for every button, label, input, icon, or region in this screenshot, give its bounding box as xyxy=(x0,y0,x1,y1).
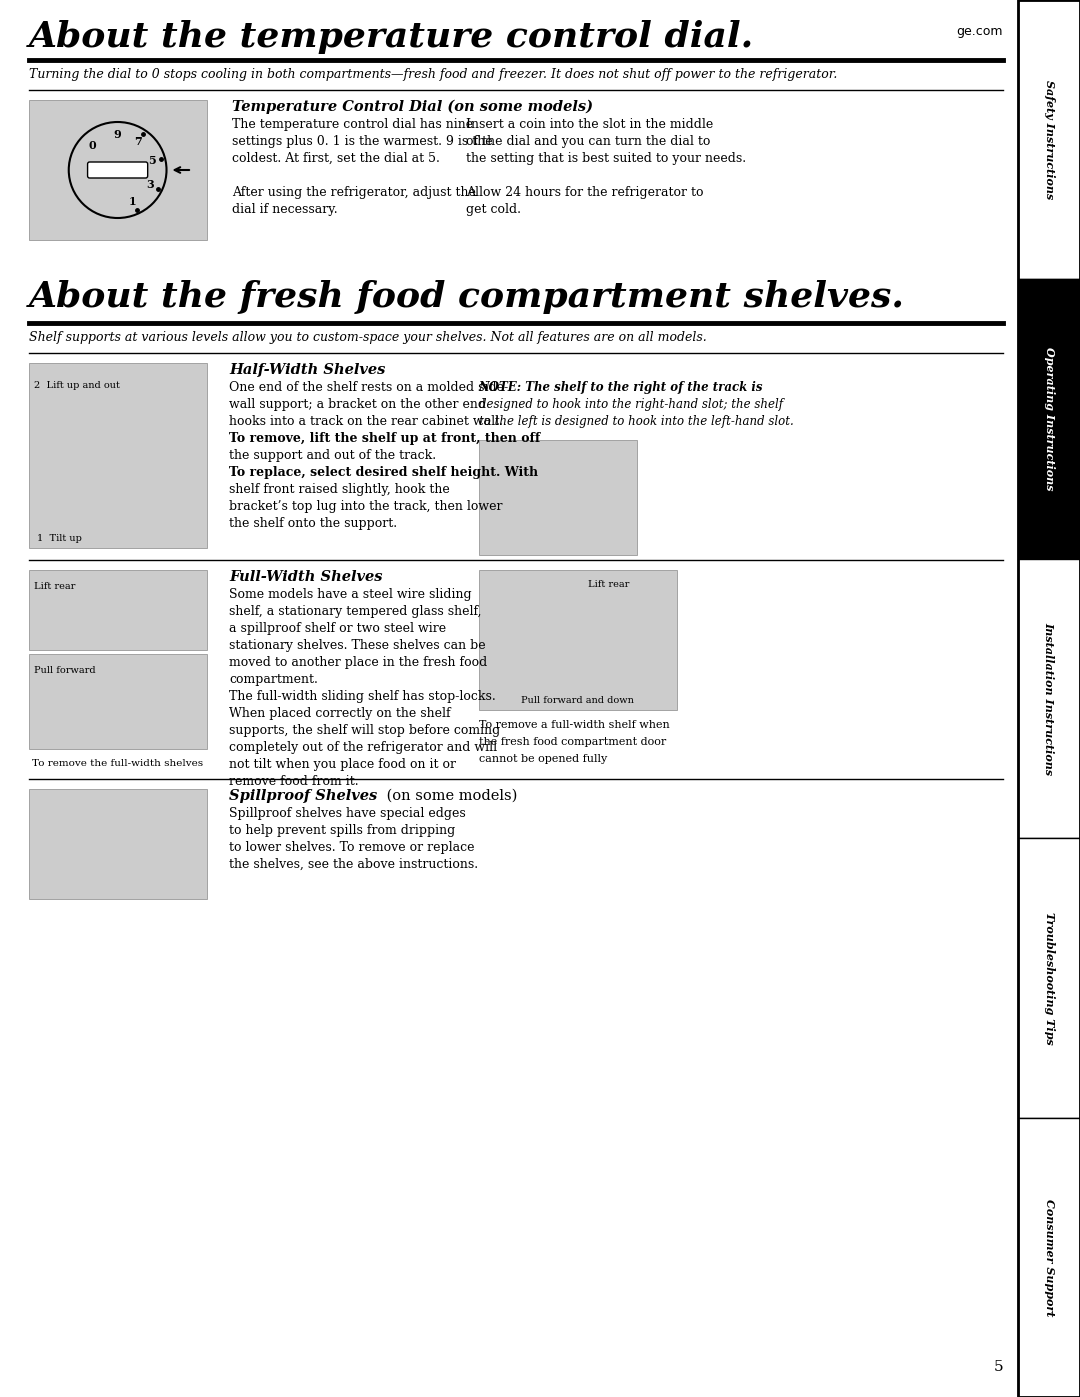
Text: Pull forward and down: Pull forward and down xyxy=(521,696,634,705)
Text: NOTE: The shelf to the right of the track is: NOTE: The shelf to the right of the trac… xyxy=(478,381,764,394)
Text: ge.com: ge.com xyxy=(957,25,1003,38)
Bar xyxy=(28,570,206,650)
Text: stationary shelves. These shelves can be: stationary shelves. These shelves can be xyxy=(229,638,486,652)
Text: 9: 9 xyxy=(113,130,122,141)
Text: to help prevent spills from dripping: to help prevent spills from dripping xyxy=(229,824,456,837)
Text: Half-Width Shelves: Half-Width Shelves xyxy=(229,363,386,377)
Text: (on some models): (on some models) xyxy=(382,789,517,803)
Bar xyxy=(478,570,677,710)
Text: shelf front raised slightly, hook the: shelf front raised slightly, hook the xyxy=(229,483,450,496)
Text: get cold.: get cold. xyxy=(467,203,522,217)
Text: Consumer Support: Consumer Support xyxy=(1043,1199,1055,1316)
Text: hooks into a track on the rear cabinet wall.: hooks into a track on the rear cabinet w… xyxy=(229,415,503,427)
Text: Some models have a steel wire sliding: Some models have a steel wire sliding xyxy=(229,588,472,601)
Text: 0: 0 xyxy=(89,140,96,151)
Text: 5: 5 xyxy=(148,155,156,166)
Text: Shelf supports at various levels allow you to custom-space your shelves. Not all: Shelf supports at various levels allow y… xyxy=(28,331,706,344)
Bar xyxy=(1018,279,1080,559)
Text: to the left is designed to hook into the left-hand slot.: to the left is designed to hook into the… xyxy=(478,415,794,427)
Text: The temperature control dial has nine: The temperature control dial has nine xyxy=(232,117,473,131)
Text: the fresh food compartment door: the fresh food compartment door xyxy=(478,738,666,747)
Bar xyxy=(478,440,636,555)
Text: dial if necessary.: dial if necessary. xyxy=(232,203,338,217)
Text: shelf, a stationary tempered glass shelf,: shelf, a stationary tempered glass shelf… xyxy=(229,605,482,617)
Text: the shelves, see the above instructions.: the shelves, see the above instructions. xyxy=(229,858,478,870)
Text: After using the refrigerator, adjust the: After using the refrigerator, adjust the xyxy=(232,186,476,198)
Text: cannot be opened fully: cannot be opened fully xyxy=(478,754,607,764)
Text: Spillproof shelves have special edges: Spillproof shelves have special edges xyxy=(229,807,465,820)
Text: 5: 5 xyxy=(994,1361,1003,1375)
Text: To remove a full-width shelf when: To remove a full-width shelf when xyxy=(478,719,670,731)
Bar xyxy=(28,654,206,749)
Text: Pull forward: Pull forward xyxy=(33,666,95,675)
Text: To replace, select desired shelf height. With: To replace, select desired shelf height.… xyxy=(229,467,538,479)
Text: 1  Tilt up: 1 Tilt up xyxy=(37,534,81,543)
Bar xyxy=(1018,838,1080,1118)
Text: to lower shelves. To remove or replace: to lower shelves. To remove or replace xyxy=(229,841,474,854)
Text: Insert a coin into the slot in the middle: Insert a coin into the slot in the middl… xyxy=(467,117,714,131)
Text: To remove, lift the shelf up at front, then off: To remove, lift the shelf up at front, t… xyxy=(229,432,540,446)
Text: coldest. At first, set the dial at 5.: coldest. At first, set the dial at 5. xyxy=(232,152,440,165)
Text: Safety Instructions: Safety Instructions xyxy=(1043,80,1055,200)
Text: Lift rear: Lift rear xyxy=(33,583,75,591)
Text: compartment.: compartment. xyxy=(229,673,318,686)
Text: moved to another place in the fresh food: moved to another place in the fresh food xyxy=(229,657,487,669)
Text: Spillproof Shelves: Spillproof Shelves xyxy=(229,789,377,803)
Text: When placed correctly on the shelf: When placed correctly on the shelf xyxy=(229,707,450,719)
Text: 2  Lift up and out: 2 Lift up and out xyxy=(33,381,120,390)
Text: Temperature Control Dial (on some models): Temperature Control Dial (on some models… xyxy=(232,101,593,115)
Bar xyxy=(1018,559,1080,838)
Text: the shelf onto the support.: the shelf onto the support. xyxy=(229,517,397,529)
Text: Installation Instructions: Installation Instructions xyxy=(1043,622,1055,775)
Text: bracket’s top lug into the track, then lower: bracket’s top lug into the track, then l… xyxy=(229,500,502,513)
Text: completely out of the refrigerator and will: completely out of the refrigerator and w… xyxy=(229,740,497,754)
Text: a spillproof shelf or two steel wire: a spillproof shelf or two steel wire xyxy=(229,622,446,636)
Text: About the fresh food compartment shelves.: About the fresh food compartment shelves… xyxy=(28,279,905,314)
Bar xyxy=(28,101,206,240)
Text: the support and out of the track.: the support and out of the track. xyxy=(229,448,436,462)
Text: not tilt when you place food on it or: not tilt when you place food on it or xyxy=(229,759,456,771)
Bar xyxy=(1018,1118,1080,1397)
Bar xyxy=(28,789,206,900)
Text: One end of the shelf rests on a molded side-: One end of the shelf rests on a molded s… xyxy=(229,381,509,394)
Text: remove food from it.: remove food from it. xyxy=(229,775,359,788)
Text: To remove the full-width shelves: To remove the full-width shelves xyxy=(31,759,203,768)
Text: Operating Instructions: Operating Instructions xyxy=(1043,348,1055,490)
Text: The full-width sliding shelf has stop-locks.: The full-width sliding shelf has stop-lo… xyxy=(229,690,496,703)
Text: 7: 7 xyxy=(134,136,141,147)
Text: Troubleshooting Tips: Troubleshooting Tips xyxy=(1043,911,1055,1045)
Text: Full-Width Shelves: Full-Width Shelves xyxy=(229,570,382,584)
Text: the setting that is best suited to your needs.: the setting that is best suited to your … xyxy=(467,152,746,165)
Bar xyxy=(28,363,206,548)
Text: About the temperature control dial.: About the temperature control dial. xyxy=(28,20,754,54)
FancyBboxPatch shape xyxy=(87,162,148,177)
Text: 3: 3 xyxy=(146,179,153,190)
Text: settings plus 0. 1 is the warmest. 9 is the: settings plus 0. 1 is the warmest. 9 is … xyxy=(232,136,492,148)
Text: 1: 1 xyxy=(129,196,136,207)
Bar xyxy=(1018,0,1080,279)
Text: designed to hook into the right-hand slot; the shelf: designed to hook into the right-hand slo… xyxy=(478,398,783,411)
Text: supports, the shelf will stop before coming: supports, the shelf will stop before com… xyxy=(229,724,500,738)
Text: Turning the dial to 0 stops cooling in both compartments—fresh food and freezer.: Turning the dial to 0 stops cooling in b… xyxy=(28,68,837,81)
Text: of the dial and you can turn the dial to: of the dial and you can turn the dial to xyxy=(467,136,711,148)
Text: Allow 24 hours for the refrigerator to: Allow 24 hours for the refrigerator to xyxy=(467,186,704,198)
Text: Lift rear: Lift rear xyxy=(588,580,629,590)
Text: wall support; a bracket on the other end: wall support; a bracket on the other end xyxy=(229,398,486,411)
